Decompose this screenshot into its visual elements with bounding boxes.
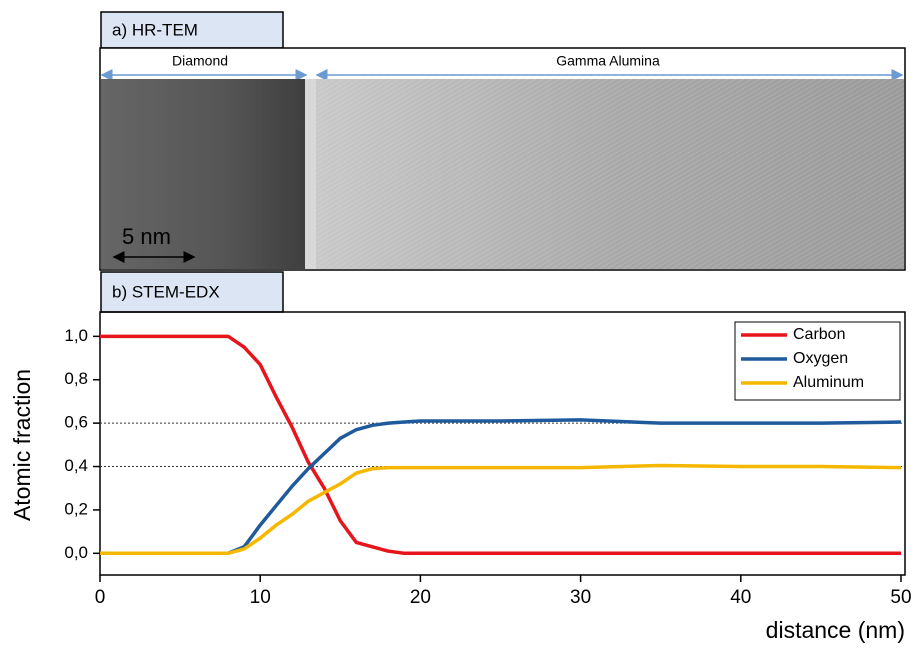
region-label: Gamma Alumina <box>556 53 660 69</box>
lattice-fringes <box>316 79 904 269</box>
y-tick-label: 0,2 <box>64 499 88 518</box>
y-tick-label: 0,4 <box>64 456 88 475</box>
legend-label: Oxygen <box>793 350 848 367</box>
panel-label: a) HR-TEM <box>112 20 198 39</box>
y-tick-label: 0,0 <box>64 543 88 562</box>
scale-bar-label: 5 nm <box>122 224 171 249</box>
x-tick-label: 0 <box>95 587 106 608</box>
y-tick-label: 0,6 <box>64 413 88 432</box>
x-axis-label: distance (nm) <box>766 617 905 643</box>
y-tick-label: 0,8 <box>64 369 88 388</box>
series-line <box>100 418 902 556</box>
x-tick-label: 10 <box>250 587 271 608</box>
region-label: Diamond <box>172 53 228 69</box>
series-line <box>100 463 902 556</box>
x-tick-label: 20 <box>410 587 431 608</box>
y-tick-label: 1,0 <box>64 326 88 345</box>
interface <box>305 79 317 269</box>
tem-image-diamond <box>101 79 309 269</box>
panel-label-box <box>100 11 284 49</box>
plot-frame <box>99 311 906 576</box>
legend-label: Carbon <box>793 326 845 343</box>
y-axis-label: Atomic fraction <box>9 369 35 521</box>
x-tick-label: 40 <box>730 587 751 608</box>
x-tick-label: 50 <box>890 587 911 608</box>
panel-label: b) STEM-EDX <box>112 282 220 301</box>
legend-label: Aluminum <box>793 374 864 391</box>
x-tick-label: 30 <box>570 587 591 608</box>
series-line <box>100 334 901 556</box>
